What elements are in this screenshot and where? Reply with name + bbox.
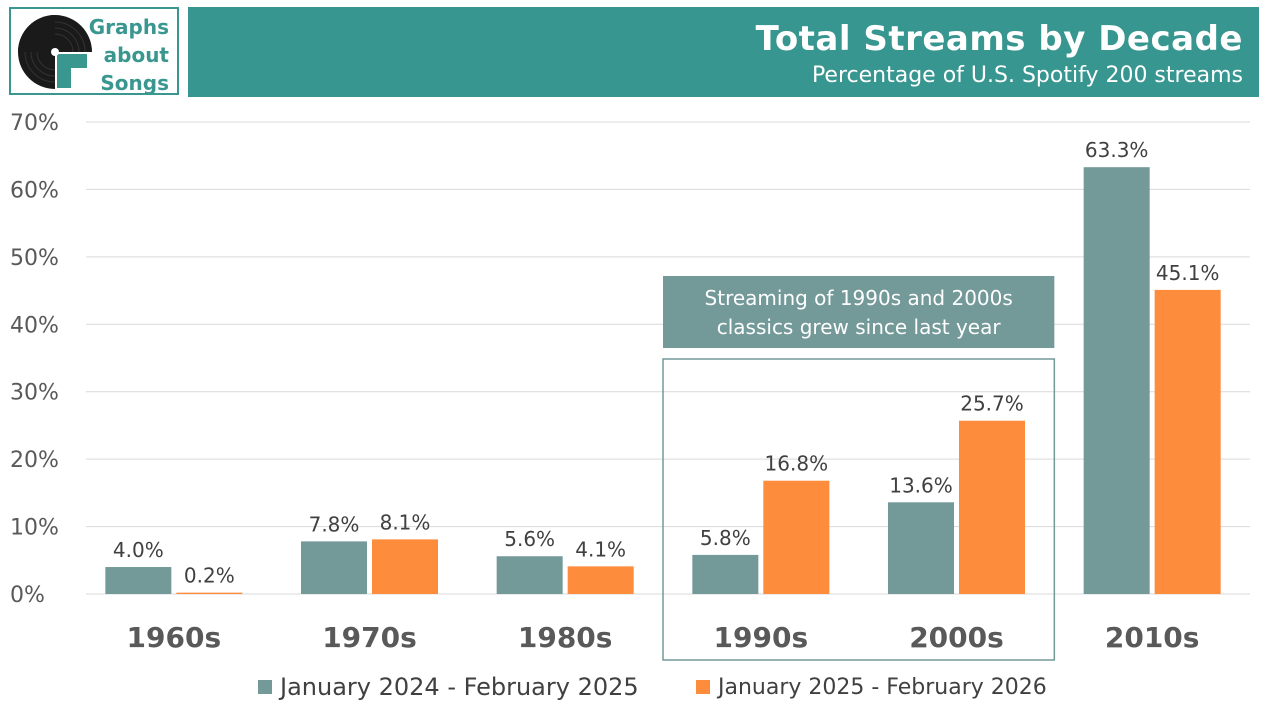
chart-title: Total Streams by Decade <box>755 19 1243 59</box>
data-label-series-2-2010s: 45.1% <box>1156 261 1220 285</box>
data-label-series-2-1990s: 16.8% <box>765 452 829 476</box>
x-tick-label: 1980s <box>518 621 613 654</box>
data-label-series-1-1990s: 5.8% <box>700 526 751 550</box>
data-label-series-2-2000s: 25.7% <box>960 392 1024 416</box>
annotation-box <box>663 276 1055 348</box>
y-tick-label: 10% <box>10 516 59 541</box>
vinyl-record-icon <box>18 15 93 90</box>
bar-series-1-1990s <box>692 554 759 594</box>
bar-series-2-2010s <box>1154 289 1221 594</box>
x-tick-label: 1960s <box>127 621 222 654</box>
legend-swatch-series-1 <box>258 680 272 694</box>
bar-series-1-2010s <box>1083 167 1150 595</box>
legend-swatch-series-2 <box>696 680 710 694</box>
x-tick-label: 2000s <box>909 621 1004 654</box>
bar-series-2-1990s <box>763 480 830 594</box>
bar-series-1-1970s <box>301 541 367 594</box>
bar-series-2-1960s <box>176 592 243 594</box>
legend-item-series-2: January 2025 - February 2026 <box>696 672 1047 702</box>
logo-line-3: Songs <box>100 71 169 95</box>
logo: Graphs about Songs <box>9 7 179 95</box>
header-bar: Total Streams by Decade Percentage of U.… <box>188 7 1259 97</box>
y-tick-label: 60% <box>10 178 59 203</box>
annotation-text-line-1: Streaming of 1990s and 2000s <box>705 286 1013 310</box>
bar-series-1-1960s <box>105 567 172 594</box>
data-label-series-1-1960s: 4.0% <box>113 538 164 562</box>
legend-label-series-1: January 2024 - February 2025 <box>280 673 639 701</box>
y-tick-label: 40% <box>10 313 59 338</box>
data-label-series-1-2000s: 13.6% <box>889 473 953 497</box>
y-tick-label: 70% <box>10 111 59 136</box>
data-label-series-2-1960s: 0.2% <box>184 564 235 588</box>
y-tick-label: 20% <box>10 448 59 473</box>
annotation-frame <box>662 358 1056 661</box>
legend-item-series-1: January 2024 - February 2025 <box>258 672 639 702</box>
data-label-series-1-2010s: 63.3% <box>1085 138 1149 162</box>
data-label-series-2-1980s: 4.1% <box>575 537 626 561</box>
bar-series-2-1970s <box>372 539 438 594</box>
bar-series-2-1980s <box>567 566 634 594</box>
logo-line-1: Graphs <box>88 15 169 39</box>
annotation-text-line-2: classics grew since last year <box>717 315 1002 339</box>
bar-series-1-2000s <box>888 502 954 594</box>
bar-series-2-2000s <box>959 420 1025 594</box>
data-label-series-1-1970s: 7.8% <box>309 512 360 536</box>
x-tick-label: 2010s <box>1105 621 1200 654</box>
data-label-series-1-1980s: 5.6% <box>504 527 555 551</box>
x-tick-label: 1990s <box>714 621 809 654</box>
chart-subtitle: Percentage of U.S. Spotify 200 streams <box>811 63 1243 88</box>
bar-series-1-1980s <box>496 556 563 594</box>
data-label-series-2-1970s: 8.1% <box>380 510 431 534</box>
logo-line-2: about <box>103 43 169 67</box>
x-tick-label: 1970s <box>322 621 417 654</box>
legend-label-series-2: January 2025 - February 2026 <box>718 674 1047 700</box>
legend: January 2024 - February 2025 January 202… <box>0 672 1280 702</box>
y-tick-label: 30% <box>10 381 59 406</box>
y-tick-label: 50% <box>10 246 59 271</box>
y-tick-label: 0% <box>10 583 45 608</box>
